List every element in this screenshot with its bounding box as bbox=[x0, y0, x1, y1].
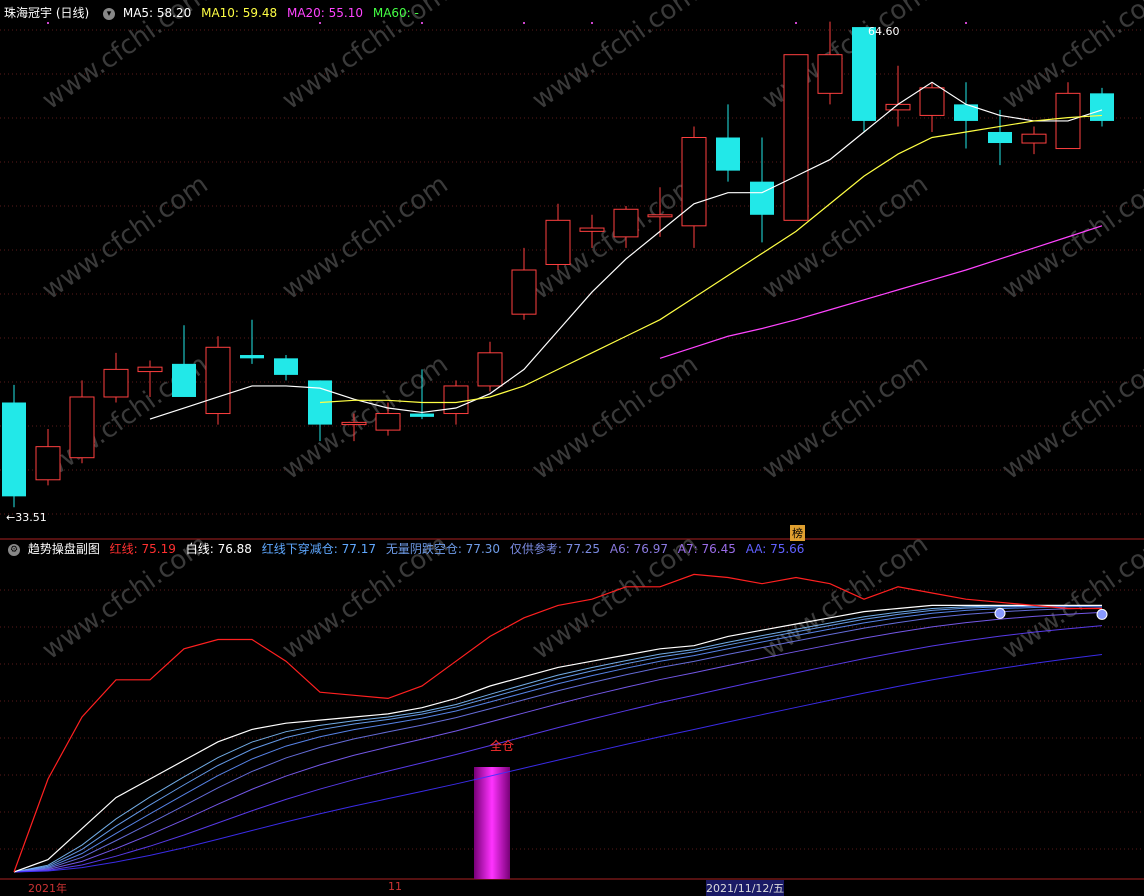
candle-body bbox=[341, 421, 367, 426]
candle-body bbox=[1090, 93, 1114, 121]
signal-bar bbox=[474, 767, 510, 879]
ma-layer-line-7 bbox=[13, 654, 1103, 873]
legend-empty-position: 无量阴跌空仓: 77.30 bbox=[385, 542, 501, 556]
marker-dot bbox=[795, 22, 797, 24]
main-chart-header: 珠海冠宇 (日线) ▾ MA5: 58.20 MA10: 59.48 MA20:… bbox=[4, 5, 425, 21]
chevron-down-icon[interactable]: ▾ bbox=[103, 7, 116, 20]
marker-dot bbox=[591, 22, 593, 24]
candle-body bbox=[852, 27, 876, 121]
candle-body bbox=[885, 103, 911, 111]
ma60-label: MA60: - bbox=[372, 6, 419, 20]
date-year-label: 2021年 bbox=[28, 882, 67, 895]
white-line bbox=[13, 604, 1102, 873]
ma10-label: MA10: 59.48 bbox=[201, 6, 278, 20]
candle-body bbox=[647, 214, 673, 218]
candle-body bbox=[410, 413, 434, 417]
event-badge[interactable]: 榜 bbox=[790, 525, 805, 541]
low-price-label: ←33.51 bbox=[6, 511, 47, 524]
legend-a6: A6: 76.97 bbox=[609, 542, 668, 556]
legend-red-line: 红线: 75.19 bbox=[109, 542, 176, 556]
watermark-text: www.cfchi.com bbox=[277, 349, 454, 485]
signal-label: 全仓 bbox=[490, 739, 515, 753]
date-month-label: 11 bbox=[388, 880, 402, 893]
signal-icon bbox=[1096, 608, 1108, 620]
candle-body bbox=[716, 137, 740, 171]
cursor-date-label: 2021/11/12/五 bbox=[706, 880, 785, 896]
legend-white-line: 白线: 76.88 bbox=[185, 542, 252, 556]
candle-body bbox=[817, 54, 843, 94]
sub-chart-header: ⚙ 趋势操盘副图 红线: 75.19 白线: 76.88 红线下穿减仓: 77.… bbox=[4, 541, 810, 557]
marker-dot bbox=[421, 22, 423, 24]
ma-layer-line-2 bbox=[13, 605, 1103, 873]
ma5-line bbox=[149, 81, 1103, 420]
candle-body bbox=[172, 363, 196, 397]
ma-layer-line-3 bbox=[13, 605, 1103, 873]
marker-dot bbox=[319, 22, 321, 24]
candle-body bbox=[274, 358, 298, 375]
legend-reference: 仅供参考: 77.25 bbox=[509, 542, 601, 556]
candle-body bbox=[545, 219, 571, 265]
candle-body bbox=[511, 269, 537, 315]
candle-body bbox=[103, 368, 129, 398]
candle-body bbox=[35, 446, 61, 481]
ma-layer-line-4 bbox=[13, 607, 1103, 873]
candle-body bbox=[240, 355, 264, 359]
signal-icon bbox=[994, 607, 1006, 619]
watermark-text: www.cfchi.com bbox=[757, 349, 934, 485]
candle-body bbox=[681, 137, 707, 227]
ma-layer-line-5 bbox=[13, 611, 1103, 873]
candle-body bbox=[137, 366, 163, 373]
ma5-label: MA5: 58.20 bbox=[122, 6, 192, 20]
watermark-text: www.cfchi.com bbox=[527, 349, 704, 485]
watermark-text: www.cfchi.com bbox=[997, 349, 1144, 485]
candle-body bbox=[579, 227, 605, 232]
ma-layer-line-1 bbox=[13, 604, 1103, 873]
legend-reduce-position: 红线下穿减仓: 77.17 bbox=[261, 542, 376, 556]
watermark-text: www.cfchi.com bbox=[527, 0, 704, 116]
candle-body bbox=[2, 402, 26, 497]
watermark-text: www.cfchi.com bbox=[277, 169, 454, 305]
watermark-text: www.cfchi.com bbox=[37, 169, 214, 305]
candle-body bbox=[783, 54, 809, 221]
watermark-text: www.cfchi.com bbox=[997, 529, 1144, 665]
candle-body bbox=[954, 104, 978, 121]
ma10-line bbox=[319, 114, 1103, 404]
candle-body bbox=[205, 346, 231, 415]
candle-body bbox=[613, 208, 639, 238]
high-price-label: 64.60 bbox=[868, 25, 900, 38]
candle-body bbox=[375, 413, 401, 431]
ma-layer-line-6 bbox=[13, 625, 1103, 873]
candle-body bbox=[919, 87, 945, 116]
red-line bbox=[13, 573, 1102, 873]
marker-dot bbox=[965, 22, 967, 24]
settings-icon[interactable]: ⚙ bbox=[8, 543, 20, 556]
indicator-title[interactable]: 趋势操盘副图 bbox=[27, 542, 100, 556]
watermark-text: www.cfchi.com bbox=[997, 169, 1144, 305]
candle-body bbox=[1021, 133, 1047, 144]
ma20-label: MA20: 55.10 bbox=[286, 6, 364, 20]
ma20-line bbox=[659, 225, 1103, 359]
candle-body bbox=[477, 352, 503, 387]
candle-body bbox=[988, 131, 1012, 144]
candle-body bbox=[750, 181, 774, 215]
legend-a7: A7: 76.45 bbox=[677, 542, 736, 556]
marker-dot bbox=[47, 22, 49, 24]
stock-title[interactable]: 珠海冠宇 (日线) bbox=[4, 6, 90, 20]
candle-body bbox=[69, 396, 95, 459]
watermark-text: www.cfchi.com bbox=[757, 169, 934, 305]
marker-dot bbox=[523, 22, 525, 24]
legend-aa: AA: 75.66 bbox=[745, 542, 805, 556]
